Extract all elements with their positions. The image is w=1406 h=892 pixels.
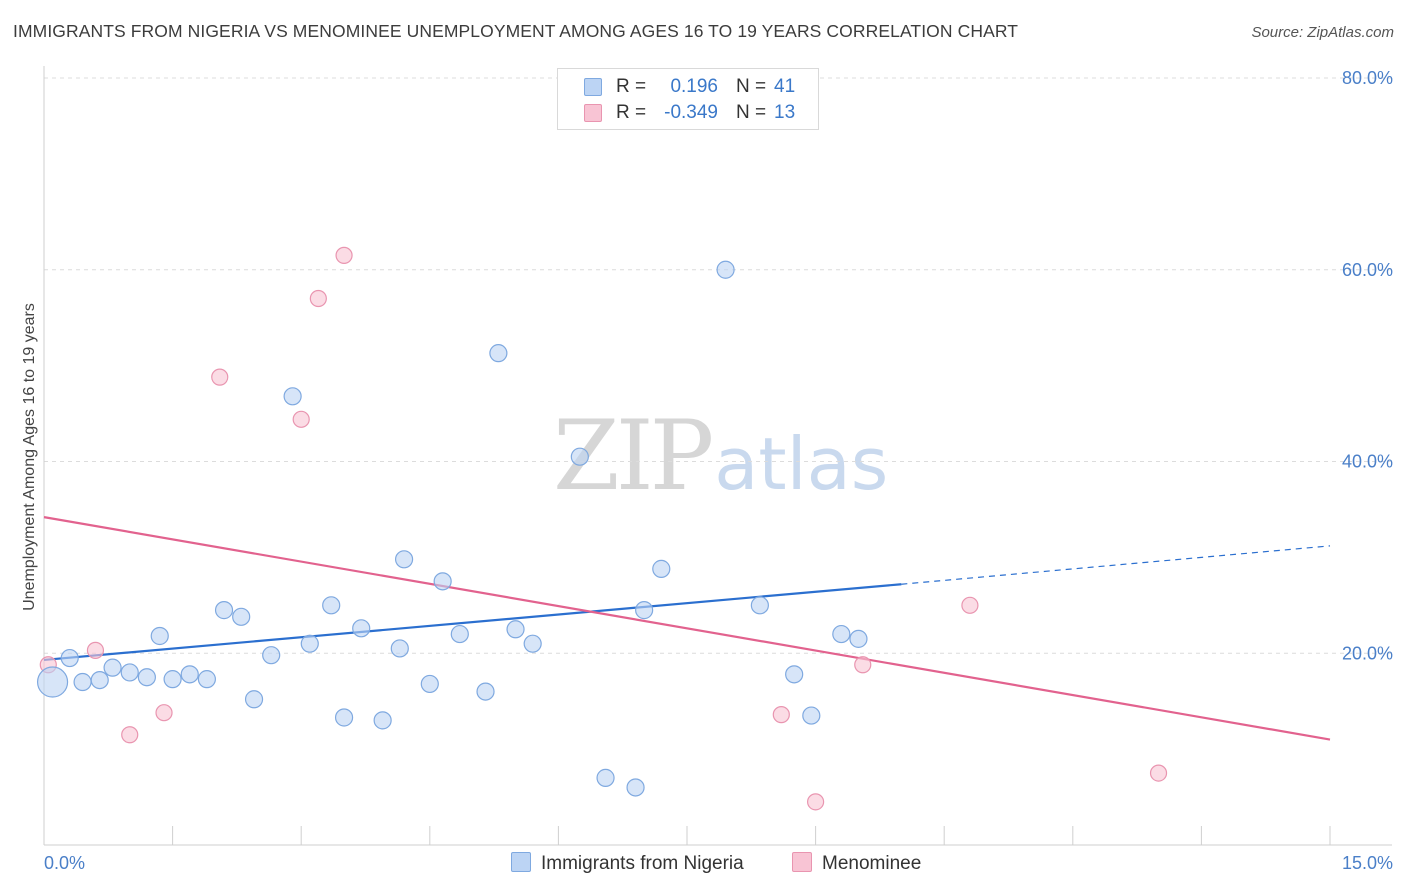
nigeria-point [214,601,234,620]
chart-title: IMMIGRANTS FROM NIGERIA VS MENOMINEE UNE… [13,21,1019,41]
menominee-swatch [584,104,602,122]
menominee-trend-line [43,516,1331,741]
nigeria-point [596,768,615,787]
y-tick-label: 80.0% [1342,68,1393,88]
nigeria-point [394,550,414,569]
nigeria-point [832,624,851,644]
r-value: -0.349 [664,102,718,123]
nigeria-point [90,670,109,690]
nigeria-point [262,646,281,665]
y-tick-label: 20.0% [1342,643,1393,663]
nigeria-point [232,607,251,626]
nigeria-point [300,634,319,653]
nigeria-point [244,690,264,709]
series-legend: Immigrants from Nigeria Menominee [0,852,1406,878]
nigeria-point [802,706,821,725]
menominee-point [772,706,790,724]
data-points [36,246,1168,811]
nigeria-point [476,682,495,701]
nigeria-swatch [584,78,602,96]
nigeria-point [163,670,182,689]
nigeria-point [450,624,469,644]
nigeria-point [137,668,156,687]
nigeria-point [652,559,671,578]
nigeria-point [334,708,354,727]
menominee-point [1149,764,1168,782]
nigeria-point [489,344,508,363]
nigeria-legend-swatch [511,852,531,872]
axes [43,66,1392,846]
menominee-legend-swatch [792,852,812,872]
legend-label-menominee: Menominee [822,853,922,874]
nigeria-point [36,666,69,698]
nigeria-point [373,711,392,730]
n-label: N = [736,102,767,123]
n-value: 41 [774,76,796,97]
menominee-point [121,726,139,744]
nigeria-point [750,596,769,615]
stats-row-nigeria: R = 0.196 N = 41 [558,74,818,100]
nigeria-point [283,387,302,406]
r-label: R = [616,102,647,123]
stats-legend: R = 0.196 N = 41 R = -0.349 N = 13 [557,68,819,130]
r-value: 0.196 [670,76,718,97]
legend-item-nigeria[interactable]: Immigrants from Nigeria [511,852,744,875]
legend-label-nigeria: Immigrants from Nigeria [541,853,744,874]
menominee-point [292,410,310,428]
menominee-point [961,596,979,614]
n-label: N = [736,76,767,97]
grid-lines [44,77,1392,654]
menominee-point [806,793,825,811]
source-label: Source: ZipAtlas.com [1251,24,1394,41]
menominee-point [309,289,327,308]
nigeria-point [420,674,439,694]
stats-row-menominee: R = -0.349 N = 13 [558,100,818,126]
nigeria-trend-line [43,583,902,662]
nigeria-point [626,778,645,797]
y-tick-label: 40.0% [1342,452,1393,472]
nigeria-point [506,620,525,639]
nigeria-point [103,658,122,677]
menominee-point [335,246,353,264]
nigeria-point [785,665,804,684]
menominee-point [155,704,173,722]
x-tick-label: 0.0% [44,853,85,873]
nigeria-point [635,601,654,620]
nigeria-point [523,634,542,653]
nigeria-point [322,596,341,615]
nigeria-point [570,447,589,466]
nigeria-point [180,665,199,684]
x-tick-label: 15.0% [1342,853,1393,873]
nigeria-point [390,639,409,658]
trend-lines [43,516,1331,741]
nigeria-point [849,629,868,648]
menominee-point [854,656,872,674]
menominee-point [211,368,229,386]
n-value: 13 [774,102,796,123]
menominee-point [86,641,105,659]
r-label: R = [616,76,647,97]
nigeria-point [197,670,216,689]
nigeria-point [60,648,79,668]
nigeria-point [150,626,169,646]
nigeria-trend-extension [901,545,1331,585]
tick-labels: 20.0% 40.0% 60.0% 80.0% 0.0% 15.0% [44,68,1393,873]
nigeria-point [433,572,452,591]
y-tick-label: 60.0% [1342,260,1393,280]
nigeria-point [120,663,139,682]
nigeria-point [352,619,371,638]
nigeria-point [73,672,92,692]
nigeria-point [716,260,735,279]
legend-item-menominee[interactable]: Menominee [792,852,921,875]
